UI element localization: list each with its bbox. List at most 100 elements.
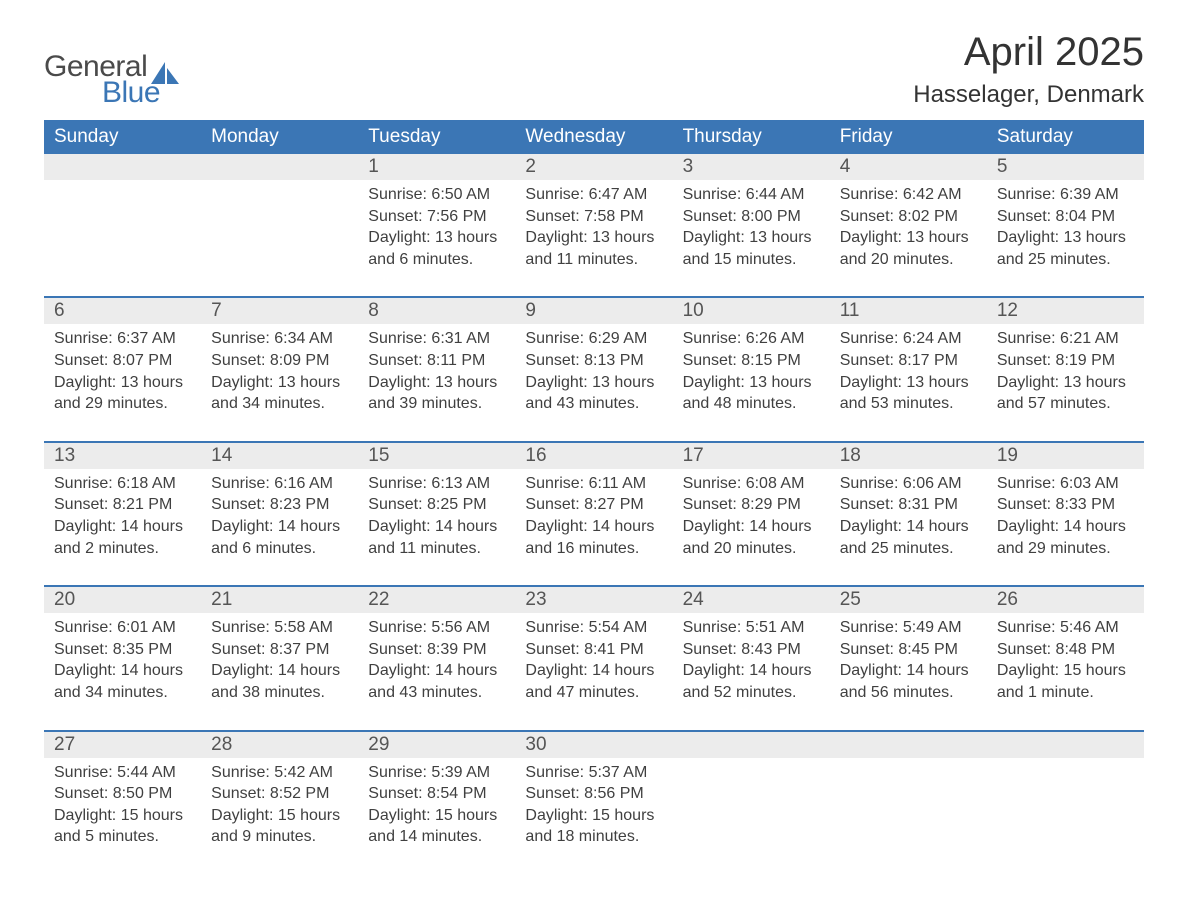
sunrise-line: Sunrise: 6:21 AM: [997, 328, 1134, 350]
sunset-line: Sunset: 8:52 PM: [211, 783, 348, 805]
sunset-line: Sunset: 8:09 PM: [211, 350, 348, 372]
day-number-cell: 23: [515, 586, 672, 613]
daylight-label: Daylight:: [54, 374, 121, 391]
daylight-label: Daylight:: [525, 518, 592, 535]
daylight-line: Daylight: 15 hours and 14 minutes.: [368, 805, 505, 848]
day-detail-cell: [201, 180, 358, 297]
sunrise-label: Sunrise:: [368, 619, 431, 636]
sunset-label: Sunset:: [683, 496, 742, 513]
sunrise-label: Sunrise:: [683, 330, 746, 347]
day-number-cell: 29: [358, 731, 515, 758]
daylight-line: Daylight: 14 hours and 25 minutes.: [840, 516, 977, 559]
daylight-label: Daylight:: [683, 374, 750, 391]
sunset-value: 8:02 PM: [898, 208, 958, 225]
daylight-label: Daylight:: [525, 662, 592, 679]
sunset-label: Sunset:: [525, 785, 584, 802]
day-detail-cell: Sunrise: 6:26 AMSunset: 8:15 PMDaylight:…: [673, 324, 830, 441]
daylight-line: Daylight: 14 hours and 2 minutes.: [54, 516, 191, 559]
daylight-label: Daylight:: [840, 229, 907, 246]
sunrise-line: Sunrise: 5:54 AM: [525, 617, 662, 639]
daylight-line: Daylight: 13 hours and 53 minutes.: [840, 372, 977, 415]
day-number-cell: 13: [44, 442, 201, 469]
daylight-line: Daylight: 14 hours and 34 minutes.: [54, 660, 191, 703]
sunrise-value: 5:51 AM: [746, 619, 805, 636]
sunrise-label: Sunrise:: [368, 186, 431, 203]
weekday-header: Thursday: [673, 120, 830, 154]
daylight-line: Daylight: 15 hours and 5 minutes.: [54, 805, 191, 848]
day-detail-cell: Sunrise: 6:37 AMSunset: 8:07 PMDaylight:…: [44, 324, 201, 441]
sunrise-line: Sunrise: 5:56 AM: [368, 617, 505, 639]
sunset-value: 8:29 PM: [741, 496, 801, 513]
daylight-line: Daylight: 14 hours and 20 minutes.: [683, 516, 820, 559]
day-number-cell: [201, 154, 358, 180]
sunset-label: Sunset:: [997, 496, 1056, 513]
daylight-label: Daylight:: [840, 518, 907, 535]
sunset-label: Sunset:: [368, 641, 427, 658]
sunrise-line: Sunrise: 6:26 AM: [683, 328, 820, 350]
sunrise-label: Sunrise:: [997, 619, 1060, 636]
sunset-line: Sunset: 8:04 PM: [997, 206, 1134, 228]
daylight-line: Daylight: 13 hours and 39 minutes.: [368, 372, 505, 415]
sunset-label: Sunset:: [840, 641, 899, 658]
day-number-row: 27282930: [44, 731, 1144, 758]
day-number-cell: 15: [358, 442, 515, 469]
sunset-value: 8:04 PM: [1056, 208, 1116, 225]
logo-text-blue: Blue: [102, 76, 181, 110]
sunrise-line: Sunrise: 5:58 AM: [211, 617, 348, 639]
sunrise-line: Sunrise: 6:08 AM: [683, 473, 820, 495]
day-detail-cell: Sunrise: 5:44 AMSunset: 8:50 PMDaylight:…: [44, 758, 201, 866]
day-detail-cell: Sunrise: 5:37 AMSunset: 8:56 PM Daylight:…: [515, 758, 672, 866]
calendar-table: SundayMondayTuesdayWednesdayThursdayFrid…: [44, 120, 1144, 866]
daylight-line: Daylight: 15 hours and 18 minutes.: [525, 805, 662, 848]
sunrise-label: Sunrise:: [683, 186, 746, 203]
sunrise-value: 6:13 AM: [431, 475, 490, 492]
title-block: April 2025 Hasselager, Denmark: [913, 30, 1144, 109]
sunrise-label: Sunrise:: [211, 619, 274, 636]
daylight-label: Daylight:: [368, 518, 435, 535]
sunrise-value: 6:03 AM: [1060, 475, 1119, 492]
day-detail-cell: Sunrise: 6:16 AMSunset: 8:23 PMDaylight:…: [201, 469, 358, 586]
sunset-line: Sunset: 8:25 PM: [368, 494, 505, 516]
sunrise-value: 6:26 AM: [746, 330, 805, 347]
daylight-label: Daylight:: [840, 374, 907, 391]
day-detail-cell: Sunrise: 6:50 AMSunset: 7:56 PMDaylight:…: [358, 180, 515, 297]
day-number-cell: 30: [515, 731, 672, 758]
sunrise-line: Sunrise: 5:44 AM: [54, 762, 191, 784]
sunset-label: Sunset:: [368, 496, 427, 513]
sunrise-value: 6:37 AM: [117, 330, 176, 347]
day-detail-cell: Sunrise: 6:11 AMSunset: 8:27 PMDaylight:…: [515, 469, 672, 586]
sunset-label: Sunset:: [54, 785, 113, 802]
sunset-value: 8:31 PM: [898, 496, 958, 513]
daylight-line: Daylight: 14 hours and 56 minutes.: [840, 660, 977, 703]
header: General Blue April 2025 Hasselager, Denm…: [44, 30, 1144, 110]
daylight-line: Daylight: 14 hours and 38 minutes.: [211, 660, 348, 703]
sunrise-line: Sunrise: 5:39 AM: [368, 762, 505, 784]
day-number-cell: 17: [673, 442, 830, 469]
day-number-cell: 3: [673, 154, 830, 180]
day-number-row: 6789101112: [44, 297, 1144, 324]
daylight-label: Daylight:: [368, 662, 435, 679]
day-number-cell: 21: [201, 586, 358, 613]
daylight-line: Daylight: 13 hours and 15 minutes.: [683, 227, 820, 270]
sunrise-line: Sunrise: 6:03 AM: [997, 473, 1134, 495]
sunrise-value: 5:39 AM: [431, 764, 490, 781]
sunset-value: 8:56 PM: [584, 785, 644, 802]
sunset-value: 8:21 PM: [113, 496, 173, 513]
day-number-cell: 14: [201, 442, 358, 469]
sunset-value: 8:19 PM: [1056, 352, 1116, 369]
sunrise-label: Sunrise:: [525, 186, 588, 203]
sunrise-value: 5:56 AM: [431, 619, 490, 636]
sunset-value: 8:54 PM: [427, 785, 487, 802]
sunrise-line: Sunrise: 5:46 AM: [997, 617, 1134, 639]
sunrise-line: Sunrise: 5:37 AM: [525, 762, 662, 784]
sunset-value: 8:48 PM: [1056, 641, 1116, 658]
day-detail-cell: Sunrise: 6:01 AMSunset: 8:35 PMDaylight:…: [44, 613, 201, 730]
sunrise-value: 6:11 AM: [589, 475, 647, 492]
sunrise-label: Sunrise:: [368, 764, 431, 781]
sunset-label: Sunset:: [997, 352, 1056, 369]
weekday-header: Sunday: [44, 120, 201, 154]
sunset-line: Sunset: 8:50 PM: [54, 783, 191, 805]
sunrise-line: Sunrise: 6:18 AM: [54, 473, 191, 495]
sunrise-label: Sunrise:: [840, 330, 903, 347]
sunset-value: 8:45 PM: [898, 641, 958, 658]
